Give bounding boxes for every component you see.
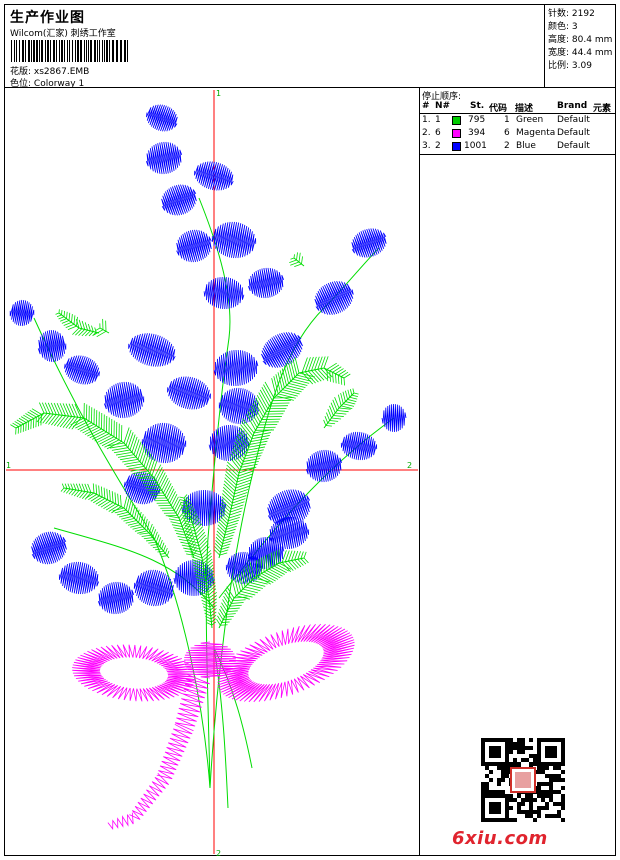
col-brand: Brand bbox=[557, 101, 588, 111]
table-row: 1. 1 795 1 Green Default bbox=[422, 115, 590, 125]
design-file: xs2867.EMB bbox=[33, 67, 90, 77]
colorway-label: 色位: bbox=[10, 79, 32, 89]
col-desc: 描述 bbox=[515, 104, 534, 114]
axis-label-bottom: 2 bbox=[216, 849, 221, 856]
design-label: 花版: bbox=[10, 67, 32, 77]
axis-label-left: 1 bbox=[6, 461, 11, 470]
axis-label-right: 2 bbox=[407, 461, 412, 470]
col-st: St. bbox=[470, 101, 485, 111]
stat-stitches: 针数: 2192 bbox=[548, 9, 595, 19]
colorway-line: 色位: Colorway 1 bbox=[10, 76, 84, 89]
color-swatch bbox=[452, 142, 461, 151]
stop-sequence-title: 停止顺序: bbox=[422, 92, 462, 102]
col-num: # bbox=[422, 101, 430, 111]
design-line: 花版: xs2867.EMB bbox=[10, 64, 89, 77]
sheet-frame bbox=[4, 4, 616, 856]
stat-scale: 比例: 3.09 bbox=[548, 61, 592, 71]
color-swatch bbox=[452, 129, 461, 138]
stop-table-header: # N# St. 代码 描述 Brand 元素 bbox=[420, 101, 616, 114]
watermark-logo: 6xiu.com bbox=[452, 828, 548, 849]
table-divider bbox=[420, 154, 616, 155]
col-elem: 元素 bbox=[593, 104, 612, 114]
color-swatch bbox=[452, 116, 461, 125]
col-code: 代码 bbox=[489, 104, 508, 114]
table-row: 3. 2 1001 2 Blue Default bbox=[422, 141, 590, 151]
stop-sequence-panel: 停止顺序: # N# St. 代码 描述 Brand 元素 1. 1 795 1… bbox=[420, 88, 616, 856]
qr-code bbox=[481, 738, 565, 822]
magenta-ribbon-bow bbox=[72, 623, 355, 830]
stat-colors: 颜色: 3 bbox=[548, 22, 578, 32]
embroidery-design: 1 2 1 2 bbox=[6, 89, 418, 858]
design-stats: 针数: 2192 颜色: 3 高度: 80.4 mm 宽度: 44.4 mm 比… bbox=[545, 4, 616, 88]
colorway-value: Colorway 1 bbox=[33, 79, 85, 89]
axis-label-top: 1 bbox=[216, 89, 221, 98]
header-info: 生产作业图 Wilcom(汇家) 刺绣工作室 花版: xs2867.EMB 色位… bbox=[4, 4, 545, 89]
page-title: 生产作业图 bbox=[10, 10, 85, 26]
table-row: 2. 6 394 6 Magenta Default bbox=[422, 128, 590, 138]
studio-name: Wilcom(汇家) 刺绣工作室 bbox=[10, 29, 116, 39]
blue-florets bbox=[9, 104, 407, 615]
barcode bbox=[11, 40, 128, 62]
stat-width: 宽度: 44.4 mm bbox=[548, 48, 613, 58]
center-crosshair: 1 2 1 2 bbox=[6, 89, 418, 858]
col-n: N# bbox=[435, 101, 451, 111]
green-fern-leaves bbox=[10, 252, 359, 629]
stat-height: 高度: 80.4 mm bbox=[548, 35, 613, 45]
embroidery-canvas: 1 2 1 2 bbox=[4, 88, 420, 858]
